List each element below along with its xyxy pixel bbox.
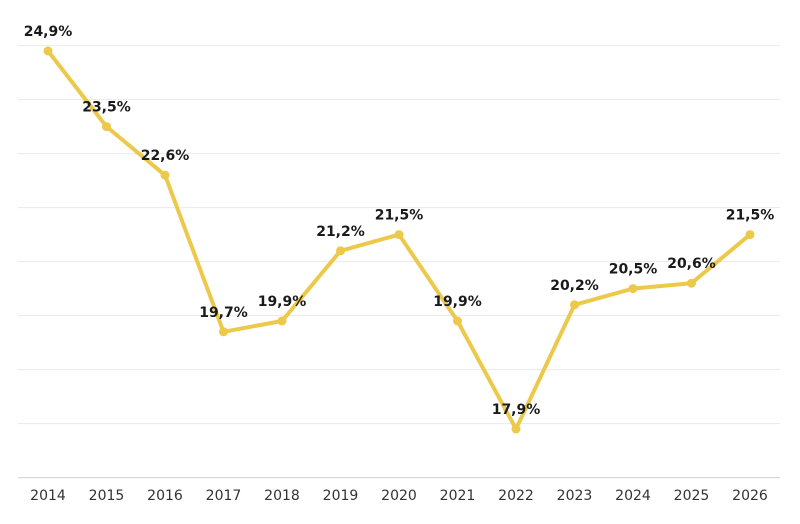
- x-tick-label: 2016: [147, 488, 183, 504]
- x-tick-label: 2024: [615, 488, 651, 504]
- data-label: 21,5%: [375, 208, 424, 224]
- data-point: [453, 316, 462, 326]
- x-tick-label: 2023: [557, 488, 593, 504]
- x-tick-label: 2019: [323, 488, 359, 504]
- data-label: 19,9%: [258, 294, 307, 310]
- data-point: [277, 316, 287, 326]
- data-label: 24,9%: [24, 24, 73, 40]
- data-label: 19,7%: [199, 305, 248, 321]
- data-point: [102, 122, 111, 132]
- x-tick-label: 2018: [264, 488, 300, 504]
- series-line: [46, 49, 752, 431]
- data-label: 21,5%: [726, 208, 775, 224]
- data-point: [43, 46, 53, 56]
- series-line-group: [46, 49, 752, 431]
- data-labels: 24,9% 23,5% 22,6% 19,7% 19,9% 21,2% 21,5% 19,9%…: [24, 24, 775, 418]
- data-label: 17,9%: [492, 402, 541, 418]
- data-point: [687, 278, 696, 288]
- x-tick-label: 2025: [674, 488, 710, 504]
- x-tick-label: 2014: [30, 488, 66, 504]
- data-label: 20,6%: [667, 256, 716, 272]
- data-label: 21,2%: [316, 224, 365, 240]
- data-points: [43, 46, 755, 434]
- data-point: [628, 284, 638, 294]
- x-tick-label: 2017: [206, 488, 242, 504]
- data-point: [160, 170, 170, 180]
- data-point: [336, 246, 345, 256]
- data-point: [219, 327, 228, 337]
- data-label: 20,2%: [550, 278, 599, 294]
- x-tick-label: 2021: [440, 488, 476, 504]
- data-point: [570, 300, 579, 310]
- data-label: 19,9%: [433, 294, 482, 310]
- gridlines: [18, 45, 780, 479]
- x-tick-label: 2026: [732, 488, 768, 504]
- data-point: [745, 230, 755, 240]
- data-point: [394, 230, 404, 240]
- x-axis-ticks: 2014 2015 2016 2017 2018 2019 2020 2021 2022 2023…: [30, 488, 768, 504]
- data-label: 20,5%: [609, 262, 658, 278]
- data-point: [511, 424, 521, 434]
- data-label: 22,6%: [141, 148, 190, 164]
- x-tick-label: 2015: [89, 488, 125, 504]
- x-tick-label: 2022: [498, 488, 534, 504]
- x-tick-label: 2020: [381, 488, 417, 504]
- data-label: 23,5%: [82, 100, 131, 116]
